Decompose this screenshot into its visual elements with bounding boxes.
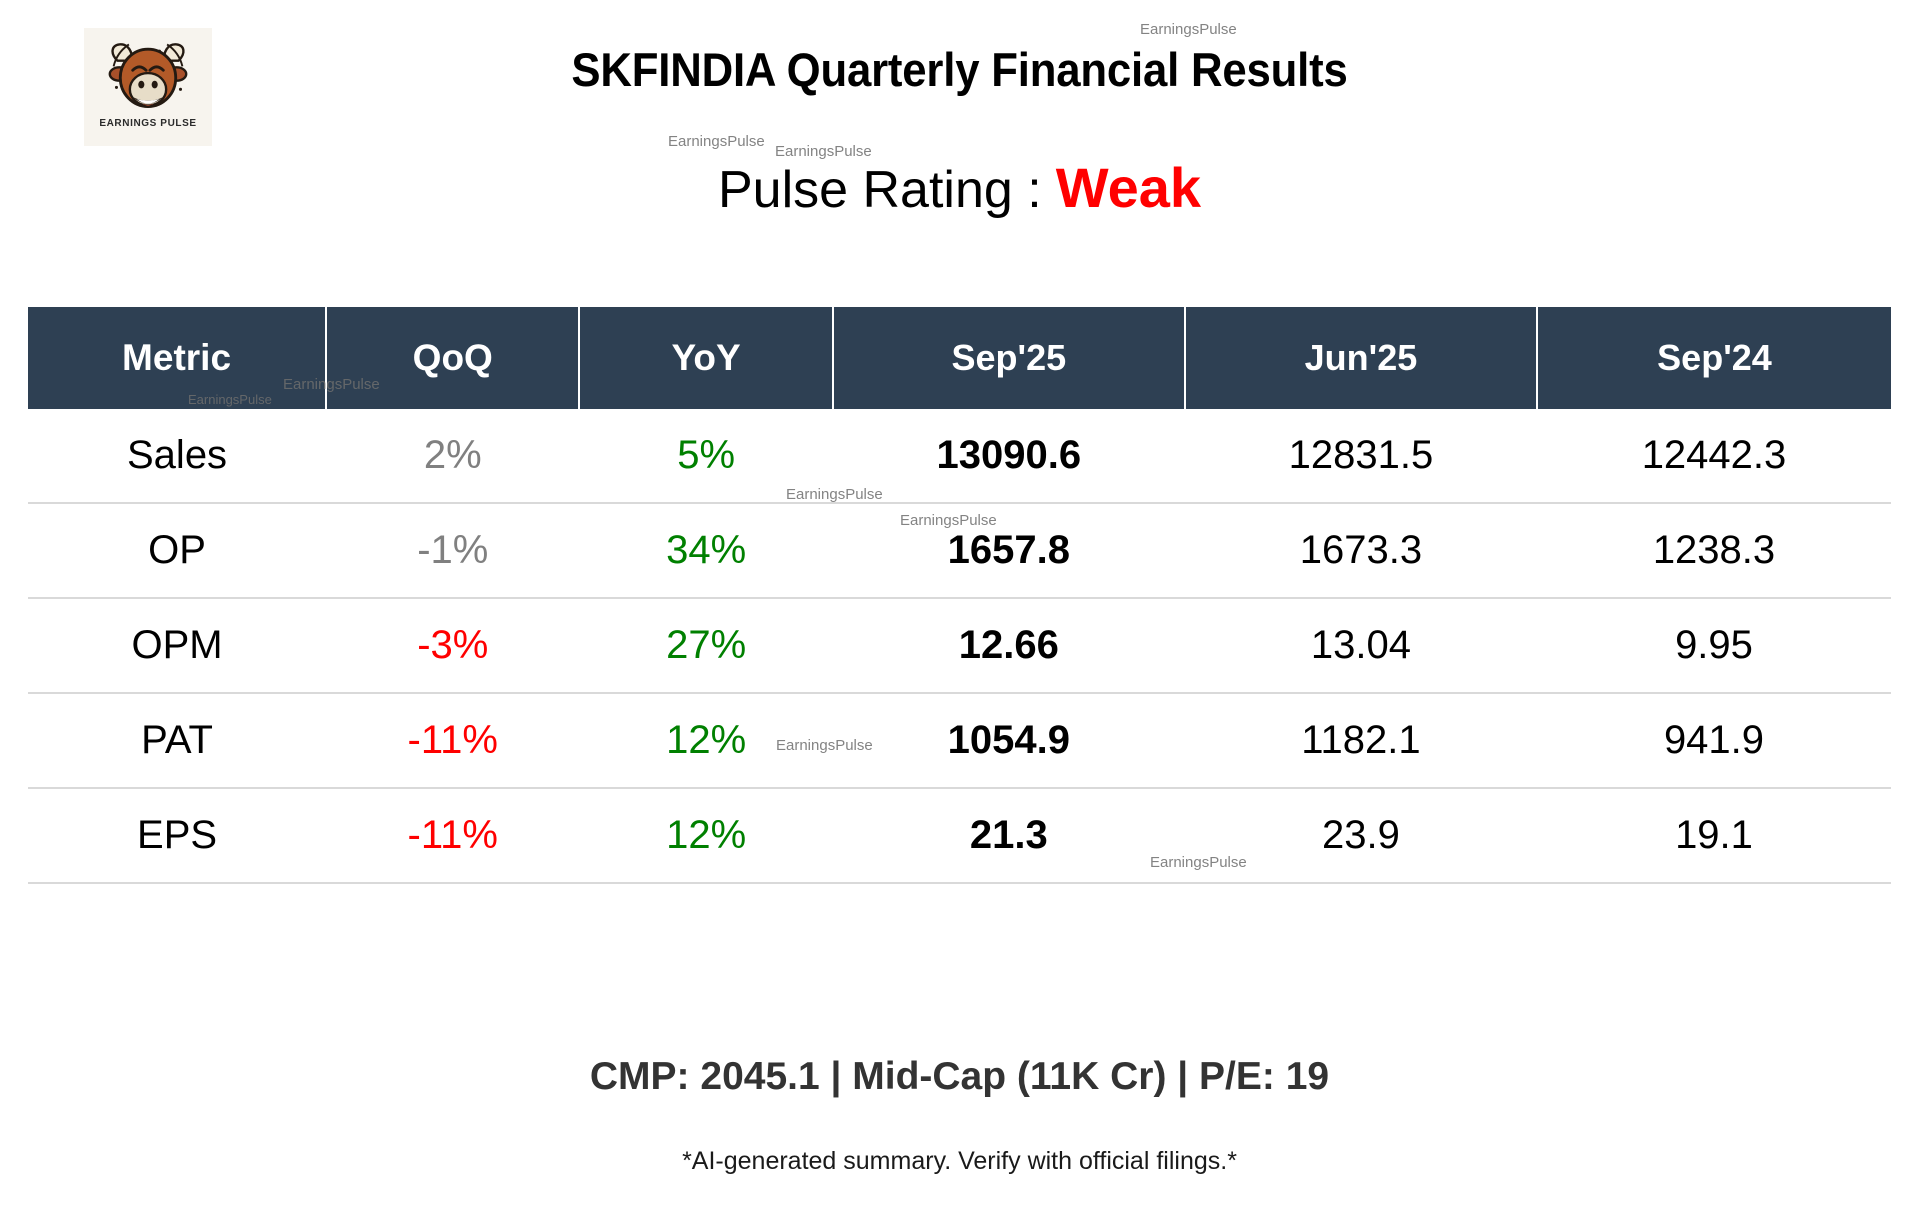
valuation-summary: CMP: 2045.1 | Mid-Cap (11K Cr) | P/E: 19	[589, 1055, 1330, 1098]
year-ago-quarter-value: 941.9	[1536, 693, 1891, 789]
brand-logo: EARNINGS PULSE	[84, 28, 212, 146]
yoy-value: 12%	[579, 788, 833, 884]
table-row: PAT -11% 12% 1054.9 1182.1 941.9	[28, 693, 1891, 789]
yoy-value: 12%	[579, 693, 833, 789]
current-quarter-value: 1054.9	[832, 693, 1185, 789]
column-header-sep24: Sep'24	[1536, 307, 1891, 409]
financial-results-table: Metric QoQ YoY Sep'25 Jun'25 Sep'24 Sale…	[28, 307, 1891, 884]
previous-quarter-value: 12831.5	[1184, 409, 1537, 504]
current-quarter-value: 21.3	[832, 788, 1185, 884]
metric-label: OPM	[28, 598, 327, 694]
bull-mascot-icon	[108, 43, 188, 108]
table-row: Sales 2% 5% 13090.6 12831.5 12442.3	[28, 409, 1891, 504]
metric-label: Sales	[28, 409, 327, 504]
table-row: OPM -3% 27% 12.66 13.04 9.95	[28, 598, 1891, 694]
page-title: SKFINDIA Quarterly Financial Results	[571, 43, 1348, 96]
column-header-jun25: Jun'25	[1184, 307, 1538, 409]
metric-label: PAT	[28, 693, 327, 789]
qoq-value: -3%	[326, 598, 580, 694]
qoq-value: -11%	[326, 788, 580, 884]
table-row: OP -1% 34% 1657.8 1673.3 1238.3	[28, 503, 1891, 599]
yoy-value: 34%	[579, 503, 833, 599]
column-header-sep25: Sep'25	[832, 307, 1186, 409]
year-ago-quarter-value: 9.95	[1536, 598, 1891, 694]
current-quarter-value: 13090.6	[832, 409, 1185, 504]
year-ago-quarter-value: 1238.3	[1536, 503, 1891, 599]
qoq-value: -11%	[326, 693, 580, 789]
current-quarter-value: 1657.8	[832, 503, 1185, 599]
table-header-row: Metric QoQ YoY Sep'25 Jun'25 Sep'24	[28, 307, 1891, 409]
qoq-value: 2%	[326, 409, 580, 504]
pulse-rating-label: Pulse Rating :	[717, 161, 1042, 219]
previous-quarter-value: 23.9	[1184, 788, 1537, 884]
disclaimer: *AI-generated summary. Verify with offic…	[682, 1147, 1237, 1175]
previous-quarter-value: 1182.1	[1184, 693, 1537, 789]
logo-caption: EARNINGS PULSE	[99, 118, 197, 129]
column-header-qoq: QoQ	[326, 307, 581, 409]
column-header-yoy: YoY	[579, 307, 834, 409]
year-ago-quarter-value: 19.1	[1536, 788, 1891, 884]
metric-label: EPS	[28, 788, 327, 884]
watermark: EarningsPulse	[1140, 21, 1237, 38]
current-quarter-value: 12.66	[832, 598, 1185, 694]
yoy-value: 27%	[579, 598, 833, 694]
previous-quarter-value: 1673.3	[1184, 503, 1537, 599]
pulse-rating-value: Weak	[1055, 156, 1201, 219]
qoq-value: -1%	[326, 503, 580, 599]
yoy-value: 5%	[579, 409, 833, 504]
metric-label: OP	[28, 503, 327, 599]
year-ago-quarter-value: 12442.3	[1536, 409, 1891, 504]
column-header-metric: Metric	[28, 307, 328, 409]
table-row: EPS -11% 12% 21.3 23.9 19.1	[28, 788, 1891, 884]
watermark: EarningsPulse	[668, 133, 765, 150]
pulse-rating: Pulse Rating : Weak	[0, 155, 1919, 220]
previous-quarter-value: 13.04	[1184, 598, 1537, 694]
